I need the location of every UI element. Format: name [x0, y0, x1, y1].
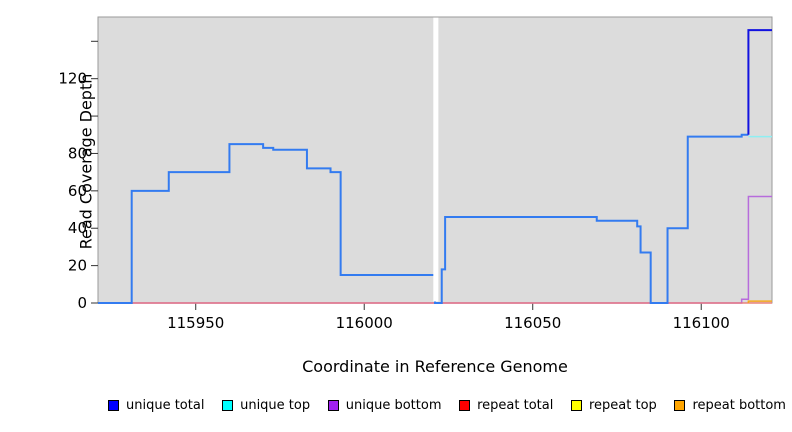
x-tick-label: 116000: [336, 314, 393, 332]
legend-swatch-unique-top: [222, 400, 234, 411]
x-axis-title: Coordinate in Reference Genome: [302, 357, 568, 376]
x-tick-label: 115950: [167, 314, 224, 332]
legend-item-unique-bottom: unique bottom: [327, 398, 442, 413]
x-tick-label: 116050: [504, 314, 561, 332]
y-tick-label: 60: [68, 182, 87, 200]
legend-item-repeat-total: repeat total: [459, 398, 553, 413]
legend-label: unique total: [126, 398, 205, 413]
legend-swatch-unique-bottom: [327, 400, 339, 411]
x-tick-label: 116100: [673, 314, 730, 332]
y-tick-label: 20: [68, 257, 87, 275]
series-unique-total-main: [98, 133, 749, 304]
legend-label: unique top: [240, 398, 311, 413]
legend-item-unique-total: unique total: [108, 398, 204, 413]
legend-label: unique bottom: [345, 398, 442, 413]
legend-label: repeat total: [477, 398, 554, 413]
no-data-gap-band: [433, 17, 439, 302]
legend-item-repeat-top: repeat top: [571, 398, 657, 413]
legend-swatch-repeat-bottom: [674, 400, 686, 411]
legend-item-repeat-bottom: repeat bottom: [674, 398, 786, 413]
chart-legend: unique total unique top unique bottom repea…: [108, 398, 786, 413]
legend-swatch-repeat-total: [459, 400, 471, 411]
legend-swatch-repeat-top: [571, 400, 582, 411]
y-axis-title: Read Coverage Depth: [76, 73, 96, 250]
y-tick-label: 120: [58, 70, 87, 88]
legend-swatch-unique-total: [108, 400, 119, 411]
series-unique-total-end: [747, 29, 772, 135]
y-tick-label: 40: [68, 219, 87, 237]
legend-item-unique-top: unique top: [222, 398, 310, 413]
legend-label: repeat top: [589, 398, 657, 413]
y-tick-label: 80: [68, 144, 87, 162]
y-tick-label: 0: [77, 294, 87, 312]
series-repeat-bottom: [747, 300, 772, 303]
legend-label: repeat bottom: [692, 398, 786, 413]
